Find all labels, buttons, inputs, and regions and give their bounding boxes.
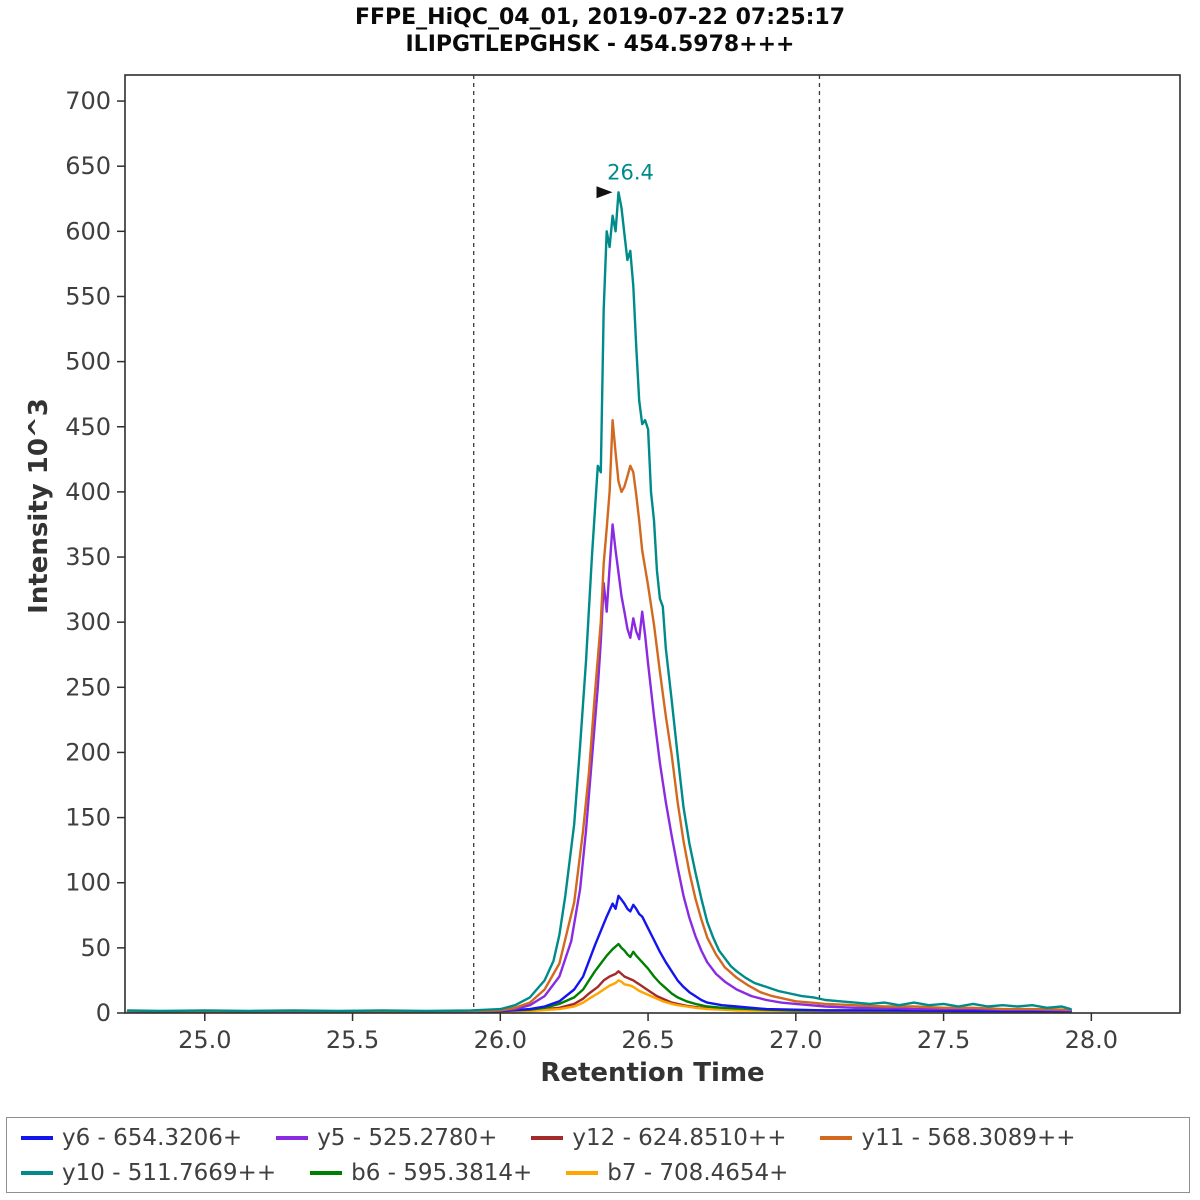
x-tick-label: 26.5 (621, 1026, 674, 1054)
y-tick-label: 50 (80, 934, 111, 962)
peak-annotation[interactable]: 26.4 (607, 160, 654, 184)
y-tick-label: 0 (96, 999, 111, 1027)
legend-swatch-y6 (21, 1135, 53, 1140)
y-tick-label: 500 (65, 348, 111, 376)
x-tick-label: 26.0 (474, 1026, 527, 1054)
legend-label-y12: y12 - 624.8510++ (572, 1124, 787, 1151)
y-tick-label: 600 (65, 217, 111, 245)
legend-item-y12: y12 - 624.8510++ (531, 1125, 786, 1151)
legend-label-y5: y5 - 525.2780+ (317, 1124, 498, 1151)
chromatogram-plot[interactable]: 25.0 25.5 26.0 26.5 27.0 27.5 28.0 0 50 100 150 200… (0, 0, 1200, 1115)
legend-label-y10: y10 - 511.7669++ (62, 1159, 277, 1186)
legend-swatch-b6 (310, 1170, 343, 1175)
legend-item-y11: y11 - 568.3089++ (820, 1124, 1076, 1151)
plot-frame (124, 74, 1181, 1014)
legend-swatch-y5 (276, 1135, 309, 1140)
y-tick-label: 350 (65, 543, 111, 571)
legend-swatch-y11 (820, 1135, 853, 1140)
legend-swatch-y12 (531, 1135, 564, 1140)
y-tick-label: 300 (65, 608, 111, 636)
chart-title-line1: FFPE_HiQC_04_01, 2019-07-22 07:25:17 (354, 5, 846, 30)
y-tick-label: 400 (65, 478, 111, 506)
y-tick-label: 150 (65, 804, 111, 832)
trace-y11 (126, 419, 1072, 1013)
legend-label-y6: y6 - 654.3206+ (62, 1124, 243, 1151)
y-tick-label: 700 (65, 87, 111, 115)
x-tick-label: 27.0 (769, 1026, 822, 1054)
legend-swatch-b7 (566, 1170, 599, 1175)
trace-b6 (126, 942, 1072, 1013)
legend: y6 - 654.3206+ y5 - 525.2780+ y12 - 624.… (6, 1117, 1190, 1193)
y-tick-label: 450 (65, 413, 111, 441)
x-tick-label: 27.5 (917, 1026, 970, 1054)
x-tick-label: 28.0 (1065, 1026, 1118, 1054)
chart-title: FFPE_HiQC_04_01, 2019-07-22 07:25:17 ILI… (0, 4, 1200, 58)
trace-b7 (126, 979, 1072, 1014)
legend-swatch-y10 (21, 1170, 53, 1175)
y-tick-label: 250 (65, 673, 111, 701)
trace-y10 (126, 191, 1072, 1013)
legend-row-2: y10 - 511.7669++ b6 - 595.3814+ b7 - 708… (21, 1160, 1189, 1186)
chart-title-line2: ILIPGTLEPGHSK - 454.5978+++ (405, 32, 795, 57)
legend-label-y11: y11 - 568.3089++ (861, 1124, 1076, 1151)
y-tick-label: 200 (65, 738, 111, 766)
legend-label-b6: b6 - 595.3814+ (351, 1159, 533, 1186)
y-tick-label: 550 (65, 282, 111, 310)
legend-item-y10: y10 - 511.7669++ (21, 1160, 276, 1186)
x-tick-label: 25.5 (326, 1026, 379, 1054)
y-tick-label: 650 (65, 152, 111, 180)
legend-item-b7: b7 - 708.4654+ (566, 1160, 788, 1186)
y-axis-title: Intensity 10^3 (24, 398, 54, 614)
x-axis-title: Retention Time (540, 1058, 765, 1088)
legend-row-1: y6 - 654.3206+ y5 - 525.2780+ y12 - 624.… (21, 1125, 1189, 1151)
legend-item-y5: y5 - 525.2780+ (276, 1125, 497, 1151)
peak-arrow-icon (596, 186, 613, 199)
x-tick-label: 25.0 (178, 1026, 231, 1054)
legend-item-b6: b6 - 595.3814+ (310, 1160, 532, 1186)
trace-y5 (126, 523, 1072, 1013)
y-tick-label: 100 (65, 869, 111, 897)
trace-y6 (126, 894, 1072, 1013)
legend-label-b7: b7 - 708.4654+ (607, 1159, 789, 1186)
legend-item-y6: y6 - 654.3206+ (21, 1125, 242, 1151)
